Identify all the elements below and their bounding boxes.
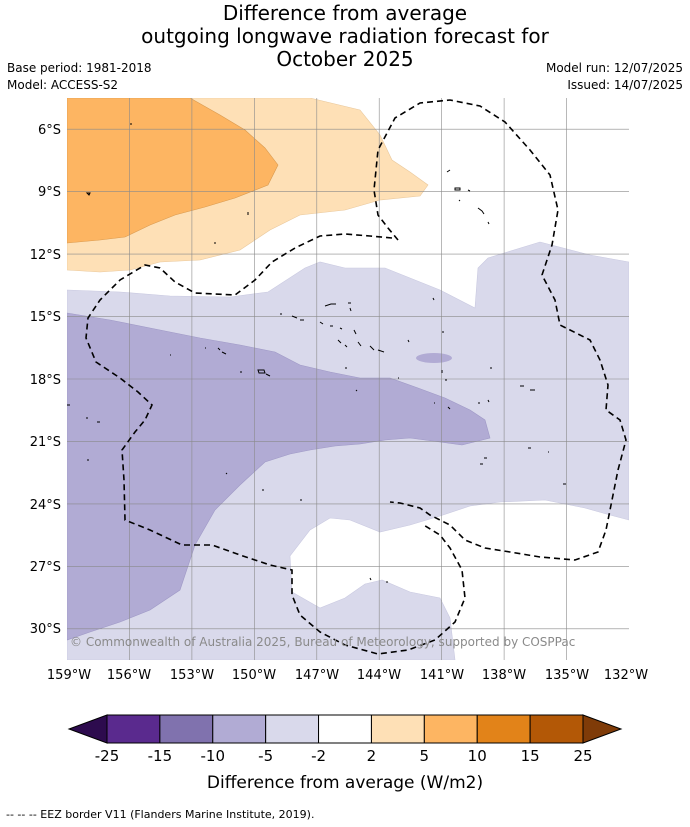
y-tick-label: 9°S [38, 185, 61, 200]
gridlines [67, 98, 629, 660]
colorbar-segment [423, 714, 478, 744]
chart-title-line-2: outgoing longwave radiation forecast for [141, 24, 549, 48]
x-tick-label: 141°W [420, 668, 464, 683]
colorbar-extend-low [67, 714, 108, 744]
x-tick-label: 159°W [47, 668, 91, 683]
colorbar-tick-label: -2 [311, 747, 326, 765]
x-tick-label: 135°W [545, 668, 589, 683]
y-tick-label: 15°S [30, 310, 61, 325]
y-tick-label: 18°S [30, 373, 61, 388]
eez-border-west [85, 233, 466, 655]
eez-footnote: -- -- -- EEZ border V11 (Flanders Marine… [6, 808, 315, 821]
islands [67, 123, 566, 583]
chart-title-line-3: October 2025 [276, 47, 414, 71]
colorbar: -25 -15 -10 -5 -2 2 5 10 15 25 Difference from av… [67, 714, 623, 793]
region-minus-10-to-5 [67, 312, 491, 641]
model-run-label: Model run: 12/07/2025 [545, 61, 683, 75]
eez-border-east [373, 99, 627, 561]
colorbar-tick-label: 25 [573, 747, 592, 765]
colorbar-tick-label: -25 [95, 747, 120, 765]
colorbar-tick-label: 2 [367, 747, 377, 765]
colorbar-extend-high [582, 714, 623, 744]
colorbar-segment [476, 714, 531, 744]
x-tick-label: 144°W [357, 668, 401, 683]
base-period-label: Base period: 1981-2018 [7, 61, 152, 75]
copyright-label: © Commonwealth of Australia 2025, Bureau… [70, 635, 575, 649]
colorbar-segment [106, 714, 161, 744]
y-tick-label: 24°S [30, 498, 61, 513]
y-tick-label: 27°S [30, 560, 61, 575]
y-tick-label: 30°S [30, 622, 61, 637]
x-tick-label: 138°W [482, 668, 526, 683]
colorbar-tick-label: -5 [258, 747, 273, 765]
model-label: Model: ACCESS-S2 [7, 78, 119, 92]
y-tick-label: 21°S [30, 435, 61, 450]
colorbar-tick-label: -10 [201, 747, 226, 765]
colorbar-tick-label: 10 [468, 747, 487, 765]
x-tick-label: 150°W [232, 668, 276, 683]
y-tick-label: 12°S [30, 248, 61, 263]
colorbar-segment [159, 714, 214, 744]
colorbar-segment [529, 714, 584, 744]
x-tick-label: 147°W [295, 668, 339, 683]
y-tick-label: 6°S [38, 123, 61, 138]
colorbar-tick-label: 5 [420, 747, 430, 765]
colorbar-segment [370, 714, 425, 744]
colorbar-tick-label: 15 [521, 747, 540, 765]
anomaly-field [67, 98, 629, 660]
y-axis: 6°S 9°S 12°S 15°S 18°S 21°S 24°S 27°S 30… [30, 123, 61, 637]
colorbar-segment [318, 714, 372, 744]
issued-label: Issued: 14/07/2025 [567, 78, 683, 92]
region-plus-5-to-10 [67, 98, 279, 244]
chart-title-line-1: Difference from average [222, 1, 468, 25]
region-minus-10-to-5-patch [416, 353, 452, 363]
x-axis: 159°W 156°W 153°W 150°W 147°W 144°W 141°… [47, 668, 648, 683]
colorbar-segment [212, 714, 267, 744]
x-tick-label: 153°W [170, 668, 214, 683]
x-tick-label: 156°W [107, 668, 151, 683]
colorbar-segment [265, 714, 320, 744]
x-tick-label: 132°W [604, 668, 648, 683]
colorbar-tick-label: -15 [148, 747, 173, 765]
colorbar-title: Difference from average (W/m2) [207, 773, 483, 793]
